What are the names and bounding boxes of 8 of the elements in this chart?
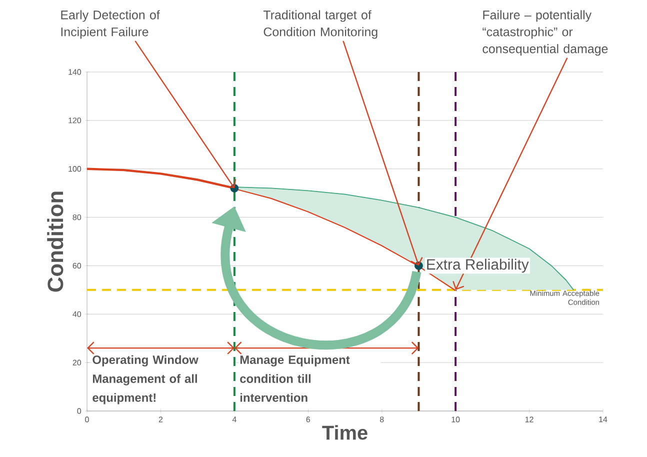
annotation: Traditional target of Condition Monitoring [263, 10, 378, 39]
y-axis-title: Condition [47, 192, 64, 292]
annotation: Failure – potentially “catastrophic” or consequential damage [482, 10, 608, 56]
annotation: Manage Equipment condition till intervention [240, 355, 350, 402]
annotation: Operating Window Management of all equipment! [92, 355, 198, 404]
x-axis-title: Time [322, 425, 368, 440]
annotation: Early Detection of Incipient Failure [61, 10, 160, 39]
series-label: Extra Reliability [427, 258, 529, 273]
